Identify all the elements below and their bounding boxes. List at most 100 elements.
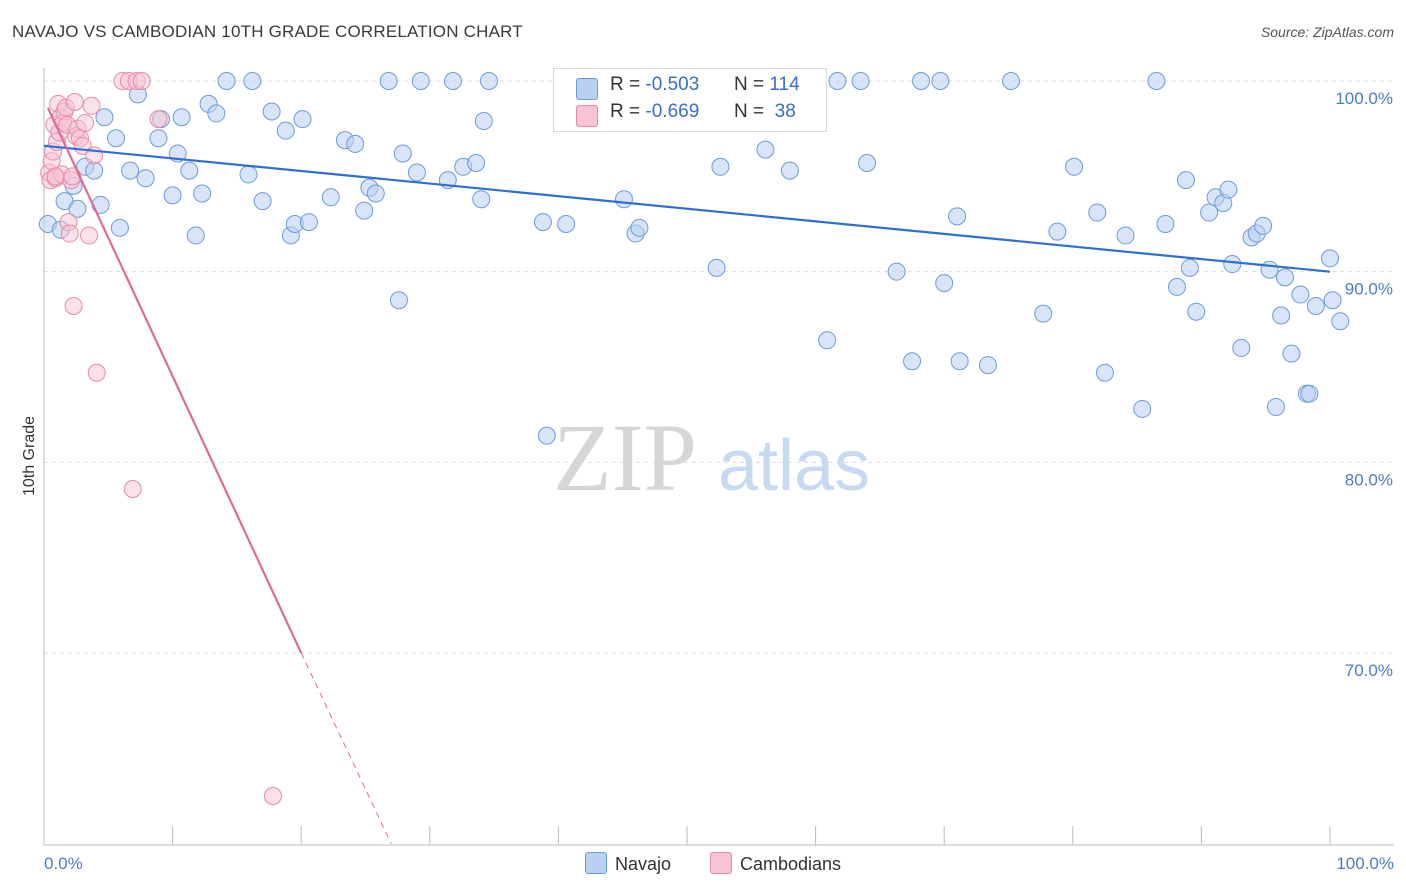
navajo-point bbox=[537, 426, 556, 445]
navajo-point bbox=[828, 72, 847, 90]
cambodian-swatch-icon bbox=[576, 105, 598, 127]
legend-r-cambodians: R = -0.669 bbox=[610, 101, 700, 122]
navajo-point bbox=[931, 72, 950, 90]
trend-lines bbox=[43, 107, 1331, 844]
navajo-point bbox=[1223, 255, 1242, 274]
navajo-point bbox=[366, 184, 385, 203]
navajo-point bbox=[630, 218, 649, 237]
cambodian-point bbox=[123, 480, 142, 499]
navajo-swatch-icon bbox=[576, 78, 598, 100]
navajo-point bbox=[299, 213, 318, 232]
axes bbox=[43, 68, 1394, 846]
navajo-point bbox=[243, 72, 262, 90]
navajo-point bbox=[1272, 306, 1291, 325]
watermark-atlas: atlas bbox=[718, 426, 870, 506]
navajo-point bbox=[557, 215, 576, 233]
legend-n-navajo: N = 114 bbox=[734, 74, 800, 95]
x-ticks bbox=[172, 826, 1331, 845]
navajo-point bbox=[1187, 302, 1206, 321]
navajo-point bbox=[1200, 203, 1219, 222]
navajo-point bbox=[1088, 203, 1107, 222]
navajo-point bbox=[858, 153, 877, 172]
navajo-point bbox=[1116, 226, 1135, 245]
navajo-point bbox=[780, 161, 799, 180]
navajo-point bbox=[1266, 398, 1285, 417]
legend-item-cambodians: Cambodians bbox=[710, 852, 841, 875]
navajo-point bbox=[614, 190, 633, 209]
navajo-point bbox=[1254, 216, 1273, 235]
navajo-point bbox=[262, 102, 281, 121]
navajo-point bbox=[1176, 171, 1195, 190]
navajo-point bbox=[1291, 285, 1310, 304]
navajo-point bbox=[1065, 157, 1084, 176]
cambodian-points bbox=[40, 72, 282, 805]
navajo-point bbox=[217, 72, 236, 90]
navajo-point bbox=[1300, 384, 1319, 403]
navajo-point bbox=[110, 218, 129, 237]
x-tick-label-max: 100.0% bbox=[1336, 854, 1394, 873]
cambodian-point bbox=[64, 296, 83, 315]
navajo-point bbox=[1323, 291, 1342, 310]
x-tick-label-min: 0.0% bbox=[44, 854, 83, 873]
navajo-point bbox=[1321, 249, 1339, 268]
navajo-point bbox=[1180, 258, 1199, 277]
navajo-point bbox=[887, 262, 906, 281]
navajo-point bbox=[1156, 215, 1175, 233]
navajo-point bbox=[950, 352, 969, 371]
navajo-point bbox=[186, 226, 205, 245]
cambodian-point bbox=[80, 226, 99, 245]
y-tick-label-80: 80.0% bbox=[1345, 470, 1393, 489]
cambodian-point bbox=[149, 110, 168, 129]
navajo-point bbox=[136, 169, 155, 188]
navajo-point bbox=[756, 140, 775, 159]
navajo-point bbox=[711, 157, 730, 176]
legend-n-cambodians: N = 38 bbox=[734, 101, 796, 122]
navajo-point bbox=[1306, 296, 1325, 315]
navajo-point bbox=[948, 207, 967, 226]
navajo-point bbox=[276, 121, 295, 140]
navajo-point bbox=[393, 144, 412, 163]
legend-label-navajo: Navajo bbox=[615, 854, 672, 874]
navajo-point bbox=[207, 104, 226, 123]
navajo-point bbox=[95, 108, 114, 127]
navajo-point bbox=[474, 112, 493, 131]
cambodian-point bbox=[82, 96, 101, 115]
navajo-point bbox=[346, 134, 365, 153]
navajo-point bbox=[1331, 312, 1350, 331]
navajo-point bbox=[1048, 222, 1067, 241]
navajo-point bbox=[1282, 344, 1301, 363]
navajo-point bbox=[68, 199, 87, 218]
legend-label-cambodians: Cambodians bbox=[740, 854, 842, 874]
y-tick-label-70: 70.0% bbox=[1345, 661, 1393, 680]
navajo-point bbox=[239, 165, 258, 184]
cambodian-point bbox=[46, 167, 65, 186]
navajo-point bbox=[1147, 72, 1166, 90]
navajo-point bbox=[1002, 72, 1021, 90]
source-label: Source: ZipAtlas.com bbox=[1260, 24, 1394, 40]
navajo-trend-line bbox=[43, 144, 1331, 273]
navajo-point bbox=[1167, 277, 1186, 296]
navajo-point bbox=[293, 110, 312, 129]
navajo-point bbox=[472, 190, 491, 209]
navajo-points bbox=[38, 72, 1350, 445]
cambodian-point bbox=[76, 113, 95, 132]
cambodian-point bbox=[87, 363, 106, 382]
navajo-point bbox=[389, 291, 408, 310]
navajo-point bbox=[1095, 363, 1114, 382]
stats-legend: R = -0.503 N = 114 R = -0.669 N = 38 bbox=[553, 68, 827, 132]
cambodian-legend-icon bbox=[710, 852, 732, 874]
navajo-point bbox=[193, 184, 212, 203]
navajo-point bbox=[978, 356, 997, 375]
watermark-zip: ZIP bbox=[553, 404, 697, 511]
navajo-point bbox=[407, 163, 426, 182]
navajo-point bbox=[411, 72, 430, 90]
y-tick-label-90: 90.0% bbox=[1345, 280, 1393, 299]
cambodian-point bbox=[263, 787, 282, 805]
navajo-point bbox=[443, 72, 462, 90]
y-tick-label-100: 100.0% bbox=[1335, 89, 1393, 108]
navajo-point bbox=[707, 258, 726, 277]
navajo-point bbox=[912, 72, 931, 90]
navajo-point bbox=[379, 72, 398, 90]
cambodian-trend-line bbox=[46, 107, 303, 654]
navajo-point bbox=[479, 72, 498, 90]
